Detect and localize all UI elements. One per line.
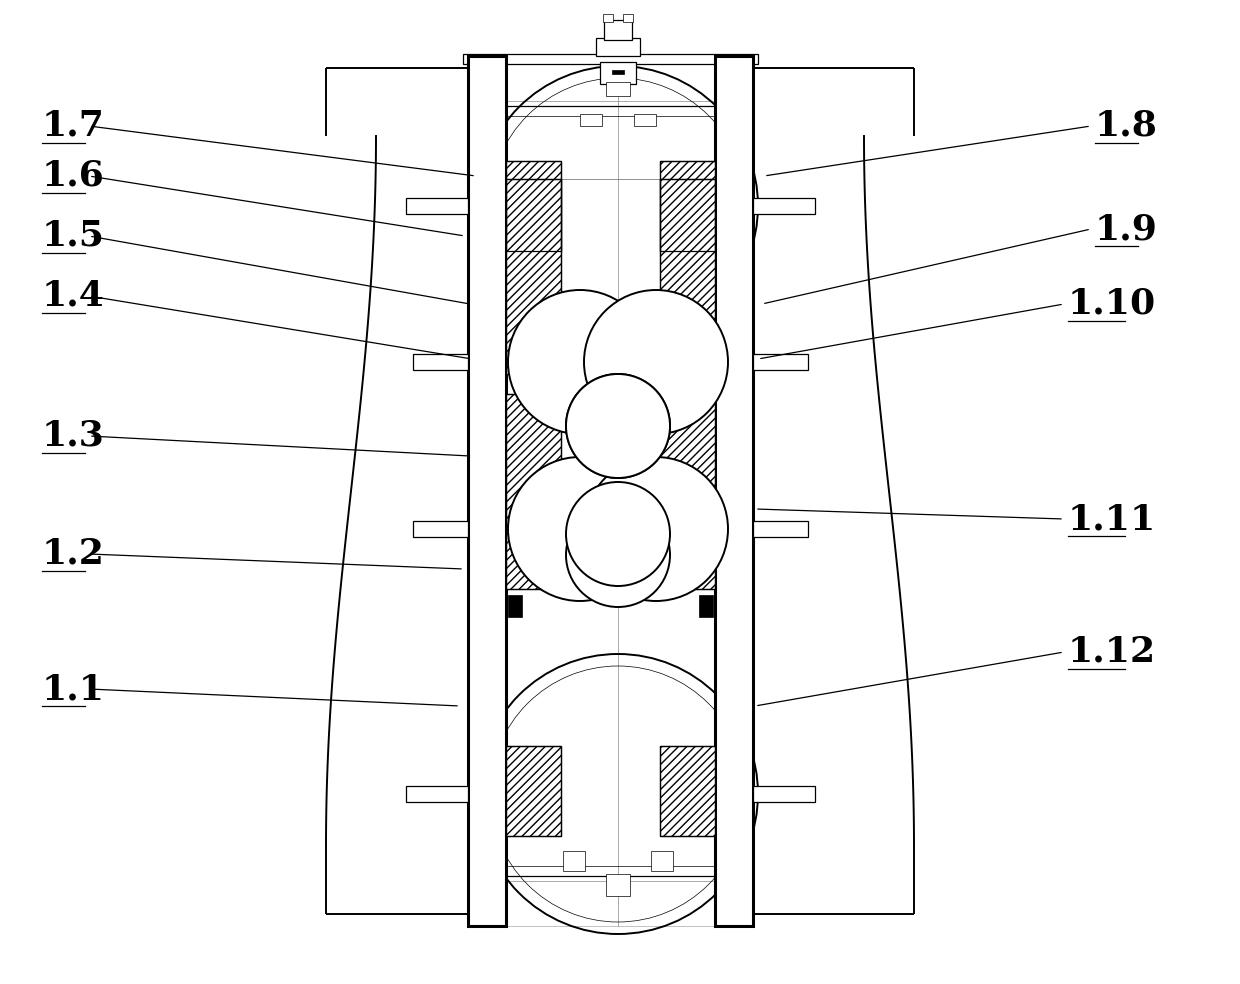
- Text: 1.7: 1.7: [42, 109, 105, 143]
- Bar: [596, 38, 640, 56]
- Text: 1.3: 1.3: [42, 419, 105, 453]
- Bar: [506, 394, 560, 589]
- Bar: [506, 179, 560, 374]
- Bar: [563, 305, 582, 319]
- Circle shape: [508, 457, 652, 601]
- Bar: [506, 746, 560, 836]
- Bar: [639, 305, 656, 319]
- Bar: [622, 14, 632, 22]
- Bar: [753, 198, 815, 214]
- Bar: [651, 851, 673, 871]
- Bar: [563, 555, 582, 569]
- Bar: [639, 520, 656, 534]
- Bar: [506, 161, 560, 251]
- Bar: [563, 340, 582, 354]
- Bar: [413, 521, 467, 537]
- Circle shape: [565, 482, 670, 586]
- Bar: [604, 20, 632, 40]
- Bar: [660, 179, 715, 374]
- Bar: [405, 198, 467, 214]
- Bar: [660, 161, 715, 251]
- Bar: [563, 851, 585, 871]
- Bar: [506, 179, 560, 374]
- Bar: [660, 161, 715, 251]
- Bar: [660, 394, 715, 589]
- Bar: [563, 520, 582, 534]
- Bar: [660, 394, 715, 589]
- Bar: [660, 746, 715, 836]
- Bar: [463, 54, 758, 64]
- Circle shape: [565, 374, 670, 478]
- Bar: [660, 179, 715, 374]
- Bar: [506, 101, 715, 881]
- Bar: [506, 56, 715, 926]
- Bar: [639, 340, 656, 354]
- Bar: [506, 746, 560, 836]
- Bar: [506, 161, 560, 251]
- Bar: [699, 595, 713, 617]
- Bar: [606, 82, 630, 96]
- Bar: [603, 14, 613, 22]
- Circle shape: [584, 457, 728, 601]
- Bar: [506, 394, 560, 589]
- Bar: [405, 786, 467, 802]
- Bar: [413, 354, 467, 370]
- Text: 1.11: 1.11: [1068, 502, 1156, 536]
- Bar: [606, 874, 630, 896]
- Bar: [634, 114, 656, 126]
- Bar: [660, 746, 715, 836]
- Text: 1.9: 1.9: [1095, 212, 1158, 246]
- Text: 1.2: 1.2: [42, 537, 105, 571]
- Text: 1.4: 1.4: [42, 279, 105, 313]
- Bar: [508, 595, 522, 617]
- Circle shape: [565, 374, 670, 478]
- Bar: [753, 354, 808, 370]
- Bar: [600, 62, 636, 84]
- Circle shape: [508, 290, 652, 434]
- Text: 1.10: 1.10: [1068, 287, 1156, 321]
- Text: 1.12: 1.12: [1068, 635, 1156, 669]
- Bar: [613, 70, 624, 74]
- Circle shape: [565, 503, 670, 607]
- Bar: [753, 786, 815, 802]
- Text: 1.8: 1.8: [1095, 109, 1158, 143]
- Circle shape: [584, 290, 728, 434]
- Text: 1.5: 1.5: [42, 219, 105, 253]
- Text: 1.6: 1.6: [42, 159, 105, 193]
- Bar: [467, 56, 506, 926]
- Text: 1.1: 1.1: [42, 672, 105, 706]
- Bar: [753, 521, 808, 537]
- Bar: [580, 114, 601, 126]
- Bar: [715, 56, 753, 926]
- Bar: [639, 555, 656, 569]
